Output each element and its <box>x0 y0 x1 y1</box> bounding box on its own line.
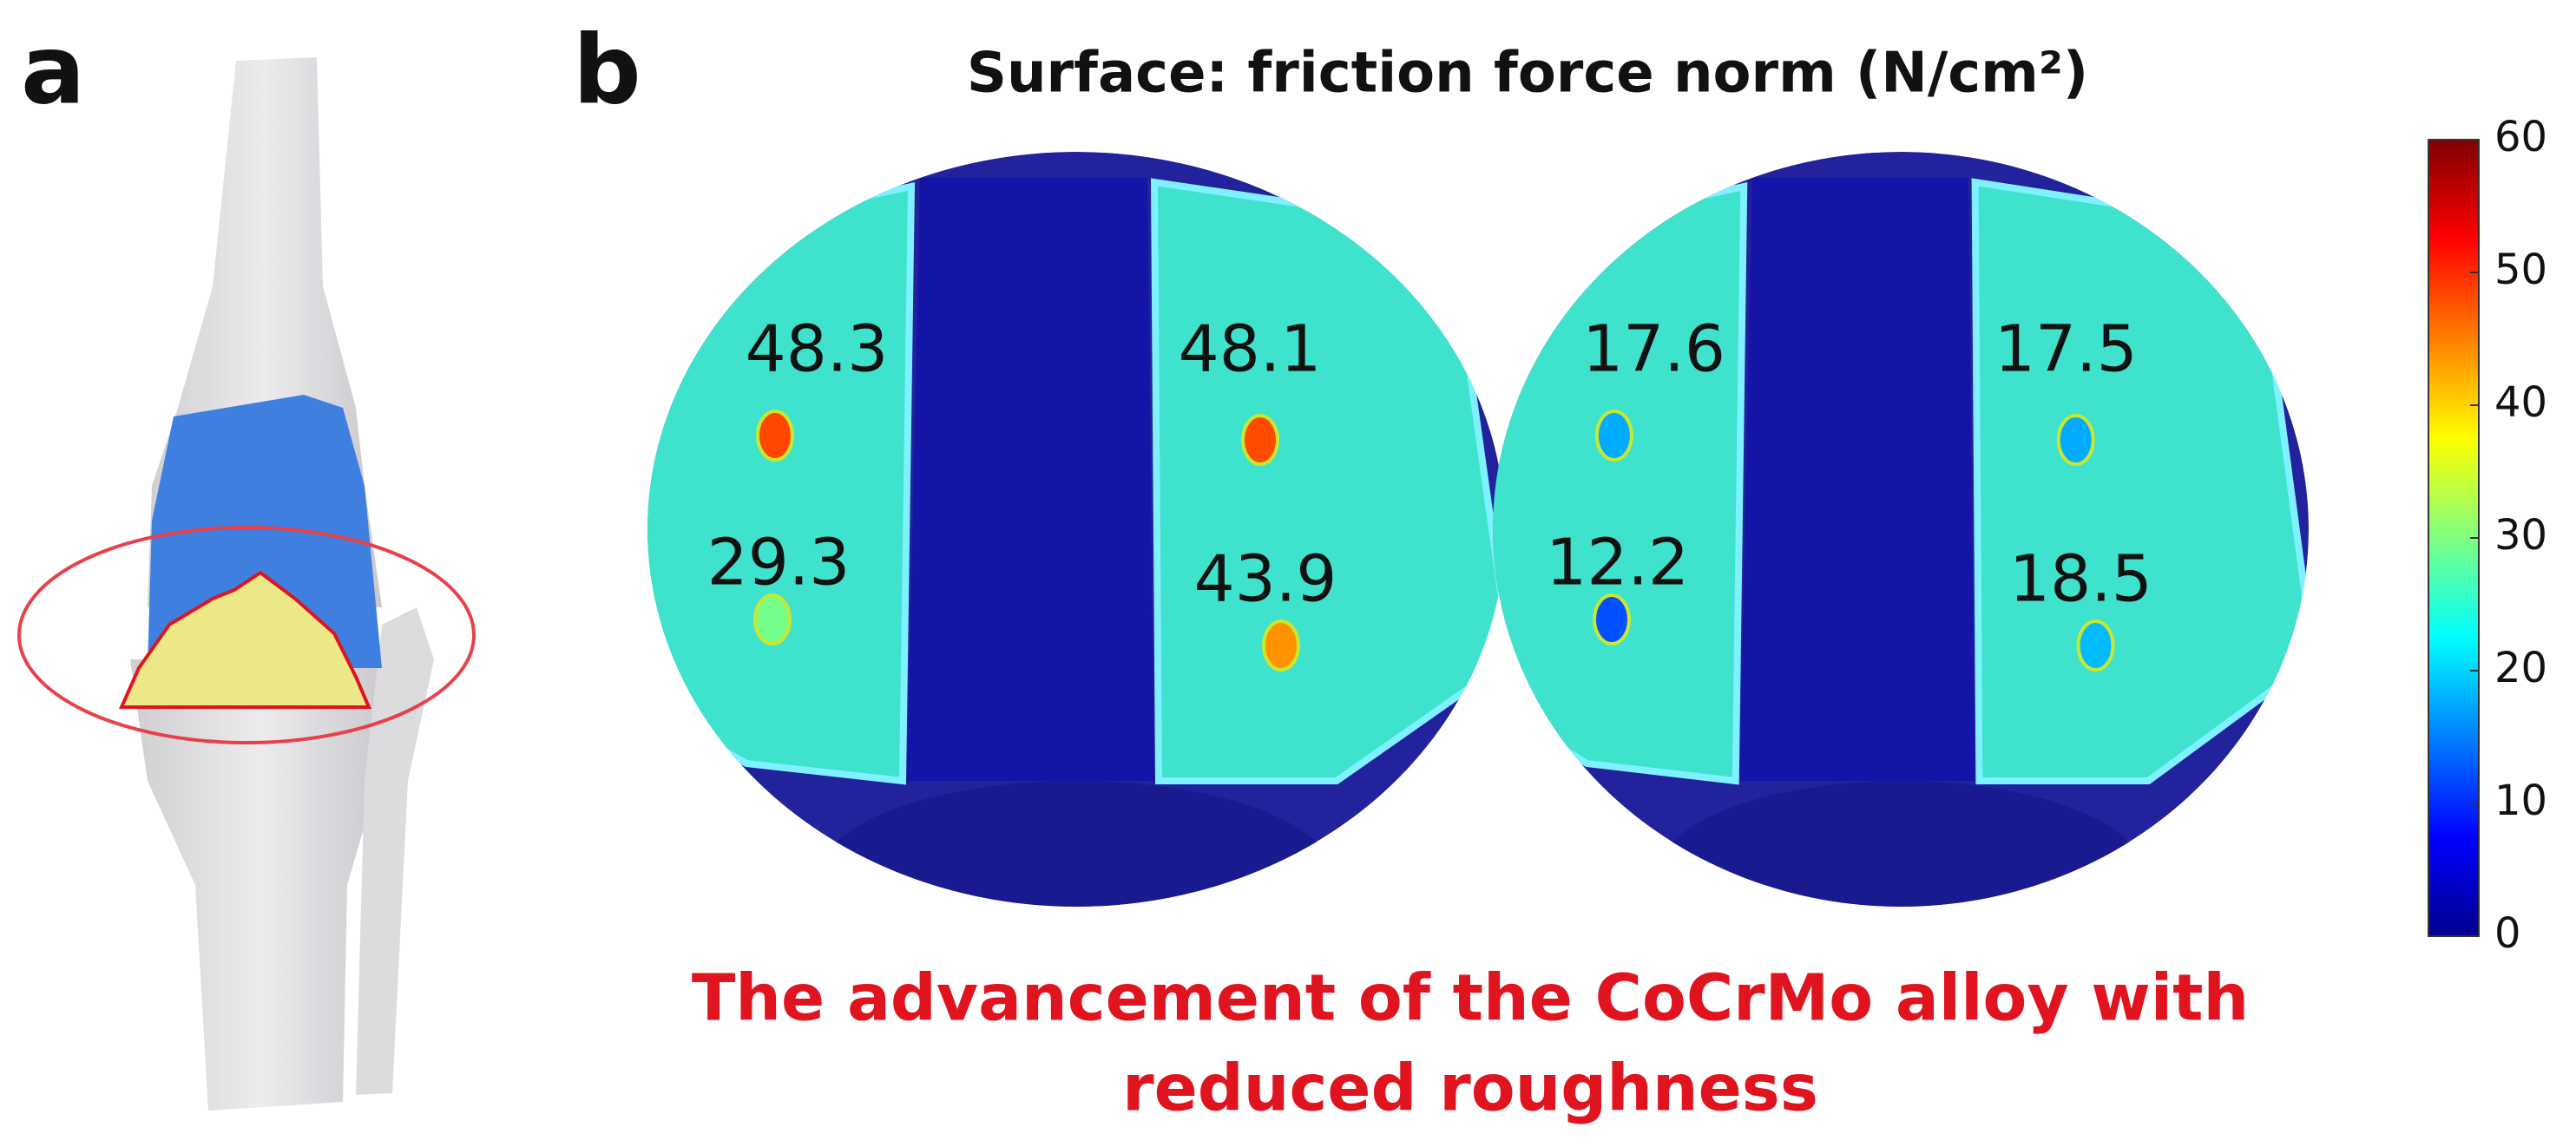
spot-label: 18.5 <box>2009 542 2152 617</box>
caption-line: The advancement of the CoCrMo alloy with <box>692 961 2249 1036</box>
tick-label: 50 <box>2494 246 2547 294</box>
panel-label: a <box>21 14 85 125</box>
tick-label: 10 <box>2494 777 2547 825</box>
hotspot <box>753 593 792 646</box>
disc-channel <box>907 178 1154 781</box>
tick-label: 60 <box>2494 113 2547 161</box>
caption-line: reduced roughness <box>1122 1052 1818 1126</box>
hotspot <box>2076 619 2115 672</box>
title: Surface: friction force norm (N/cm²) <box>967 42 2088 106</box>
tick-label: 40 <box>2494 378 2547 427</box>
hotspot <box>2056 414 2095 466</box>
panel-label: b <box>573 14 641 125</box>
spot-label: 17.6 <box>1582 312 1725 387</box>
spot-label: 48.1 <box>1179 312 1322 387</box>
spot-label: 17.5 <box>1994 312 2138 387</box>
disc-bottom <box>818 781 1334 907</box>
spot-label: 43.9 <box>1194 542 1337 617</box>
colorbar-ticks: 0 10 20 30 40 50 60 <box>2470 113 2547 958</box>
disc <box>647 152 1505 907</box>
disc-channel <box>1739 178 1975 781</box>
disc-band <box>647 182 916 785</box>
spot-label: 29.3 <box>707 526 851 600</box>
tick-label: 20 <box>2494 644 2547 692</box>
spot-label: 48.3 <box>746 312 889 387</box>
disc-band <box>1150 178 1505 784</box>
disc-band <box>1493 182 1748 785</box>
hotspot <box>1594 410 1633 462</box>
disc <box>1493 152 2309 907</box>
disc-band <box>1971 178 2309 784</box>
hotspot <box>1593 593 1632 646</box>
tick-label: 30 <box>2494 511 2547 560</box>
hotspot <box>1241 414 1279 466</box>
spot-label: 12.2 <box>1546 526 1689 600</box>
hotspot <box>756 410 794 462</box>
tick-label: 0 <box>2494 909 2521 958</box>
hotspot <box>1262 619 1300 672</box>
discs: 48.3 48.1 29.3 43.9 17.6 17.5 12.2 18.5 <box>647 152 2309 907</box>
knee-model <box>17 57 476 1111</box>
disc-bottom <box>1656 781 2146 907</box>
